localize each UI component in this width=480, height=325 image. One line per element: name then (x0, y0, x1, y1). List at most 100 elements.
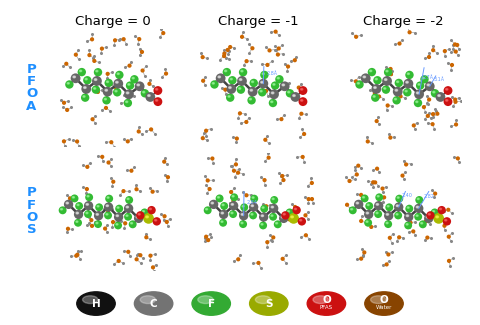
Circle shape (408, 30, 412, 34)
Circle shape (454, 49, 458, 54)
Circle shape (437, 206, 446, 215)
Circle shape (204, 206, 212, 214)
Circle shape (247, 96, 256, 105)
Ellipse shape (217, 197, 219, 198)
Circle shape (427, 98, 431, 102)
Ellipse shape (117, 73, 119, 74)
Circle shape (238, 111, 242, 115)
Ellipse shape (241, 214, 243, 215)
Ellipse shape (300, 219, 302, 221)
Circle shape (237, 85, 245, 94)
Circle shape (444, 86, 453, 95)
Circle shape (389, 72, 393, 76)
Circle shape (94, 220, 102, 228)
Circle shape (374, 201, 384, 210)
Circle shape (220, 202, 228, 210)
Ellipse shape (283, 214, 285, 215)
Ellipse shape (397, 197, 399, 198)
Circle shape (111, 220, 115, 224)
Ellipse shape (143, 211, 144, 212)
Circle shape (431, 208, 439, 216)
Ellipse shape (363, 76, 366, 78)
Circle shape (249, 212, 257, 219)
Circle shape (127, 64, 132, 68)
Circle shape (433, 191, 437, 196)
Ellipse shape (422, 77, 424, 79)
Circle shape (124, 89, 134, 99)
Circle shape (229, 190, 233, 194)
Circle shape (431, 48, 435, 52)
Circle shape (104, 212, 112, 219)
Ellipse shape (288, 211, 289, 212)
Ellipse shape (127, 198, 129, 200)
Circle shape (161, 31, 166, 35)
Ellipse shape (261, 224, 263, 225)
Circle shape (130, 75, 139, 84)
Circle shape (265, 63, 270, 67)
Circle shape (87, 53, 92, 57)
Circle shape (373, 76, 382, 85)
Circle shape (141, 69, 144, 72)
Circle shape (266, 156, 271, 160)
Ellipse shape (230, 78, 232, 80)
Circle shape (85, 193, 93, 201)
Ellipse shape (386, 214, 388, 215)
Ellipse shape (156, 88, 158, 90)
Ellipse shape (251, 214, 253, 215)
Ellipse shape (149, 208, 151, 210)
Text: O: O (26, 87, 37, 100)
Circle shape (372, 84, 381, 94)
Circle shape (229, 210, 237, 218)
Ellipse shape (396, 81, 399, 83)
Ellipse shape (407, 207, 409, 208)
Circle shape (114, 212, 123, 222)
Circle shape (239, 68, 247, 76)
Ellipse shape (373, 96, 375, 97)
Circle shape (275, 75, 284, 84)
Circle shape (230, 193, 238, 201)
Circle shape (279, 214, 288, 223)
Ellipse shape (300, 88, 303, 90)
Circle shape (103, 87, 112, 97)
Circle shape (265, 240, 269, 244)
Ellipse shape (416, 215, 418, 216)
Ellipse shape (395, 98, 396, 100)
Circle shape (414, 204, 423, 213)
Circle shape (453, 42, 457, 46)
Circle shape (209, 200, 218, 209)
Circle shape (100, 155, 104, 159)
Ellipse shape (72, 197, 74, 198)
Circle shape (355, 172, 359, 176)
Circle shape (164, 72, 168, 76)
Circle shape (250, 46, 254, 50)
Circle shape (94, 211, 103, 220)
Ellipse shape (294, 208, 297, 210)
Circle shape (125, 196, 133, 204)
Circle shape (100, 46, 104, 51)
Circle shape (269, 89, 279, 99)
Ellipse shape (356, 202, 359, 204)
Circle shape (201, 136, 205, 140)
Ellipse shape (84, 87, 86, 88)
Ellipse shape (261, 215, 264, 216)
Circle shape (249, 202, 258, 212)
Ellipse shape (232, 196, 234, 197)
Circle shape (274, 220, 282, 228)
Circle shape (75, 139, 79, 144)
Text: C: C (150, 299, 157, 308)
Circle shape (85, 165, 89, 169)
Circle shape (147, 82, 152, 86)
Circle shape (280, 174, 285, 178)
Ellipse shape (221, 221, 223, 222)
Ellipse shape (395, 89, 397, 91)
Ellipse shape (367, 204, 369, 206)
Text: H: H (92, 299, 100, 308)
Ellipse shape (107, 197, 109, 198)
Circle shape (269, 213, 277, 221)
Ellipse shape (366, 221, 368, 222)
Circle shape (124, 99, 132, 107)
Circle shape (106, 72, 110, 76)
Circle shape (375, 193, 383, 201)
Circle shape (385, 203, 393, 211)
Circle shape (151, 265, 155, 269)
